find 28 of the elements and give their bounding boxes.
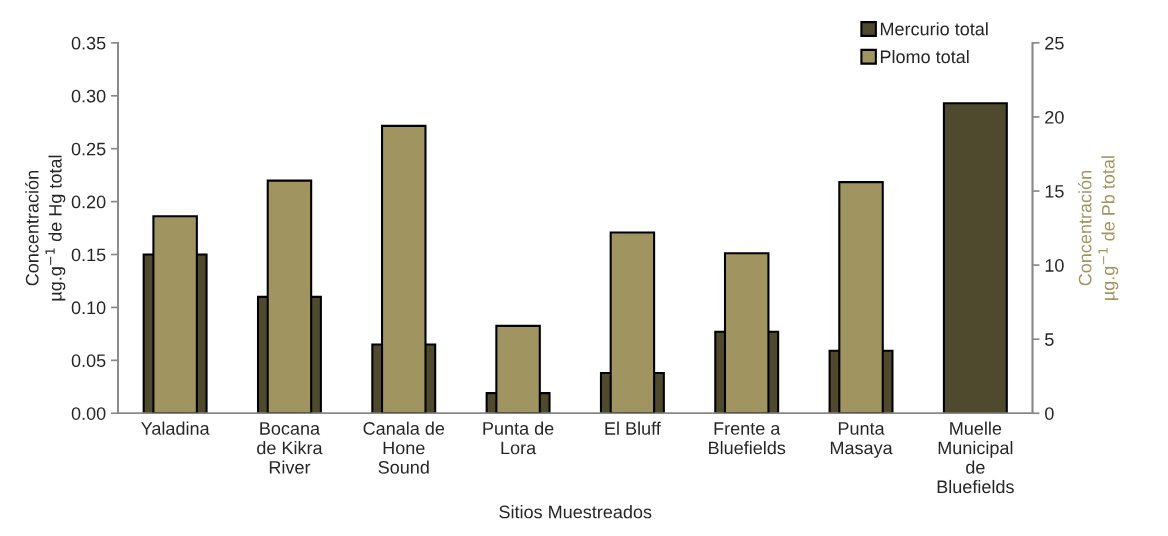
y-tick-label: 0.05 [71, 354, 106, 368]
x-axis-title: Sitios Muestreados [499, 505, 652, 519]
y-tick-label: 0.25 [71, 142, 106, 156]
x-tick-label: Yaladina [141, 421, 210, 435]
x-tick-label: Muelle Municipal de Bluefields [937, 421, 1014, 494]
y-tick-label: 0.15 [71, 248, 106, 262]
legend-label: Mercurio total [880, 22, 988, 36]
y-tick-label: 0.20 [71, 195, 106, 209]
y-axis-title: Concentración µg.g$^{−1}$ de Hg total [25, 155, 66, 301]
y2-tick-label: 0 [1045, 407, 1054, 420]
x-tick-label: Punta de Lora [483, 421, 554, 455]
y-tick-label: 0.10 [71, 301, 106, 315]
y-tick-label: 0.00 [71, 407, 106, 420]
y2-axis-title: Concentración µg.g$^{−1}$ de Pb total [1078, 156, 1119, 300]
y2-tick-label: 10 [1045, 259, 1064, 272]
x-tick-label: Punta Masaya [830, 422, 893, 458]
x-tick-label: Bocana de Kikra River [257, 422, 323, 474]
x-tick-label: Frente a Bluefields [709, 422, 786, 455]
y2-tick-label: 15 [1045, 185, 1064, 198]
x-tick-label: El Bluff [605, 421, 661, 435]
y-tick-label: 0.35 [71, 36, 106, 50]
y-tick-label: 0.30 [71, 89, 106, 103]
x-tick-label: Canala de Hone Sound [363, 421, 445, 474]
bar [942, 102, 1008, 414]
y2-tick-label: 5 [1045, 333, 1054, 346]
legend-label: Plomo total [880, 49, 969, 64]
y2-tick-label: 25 [1045, 36, 1064, 50]
y2-tick-label: 20 [1045, 110, 1064, 124]
